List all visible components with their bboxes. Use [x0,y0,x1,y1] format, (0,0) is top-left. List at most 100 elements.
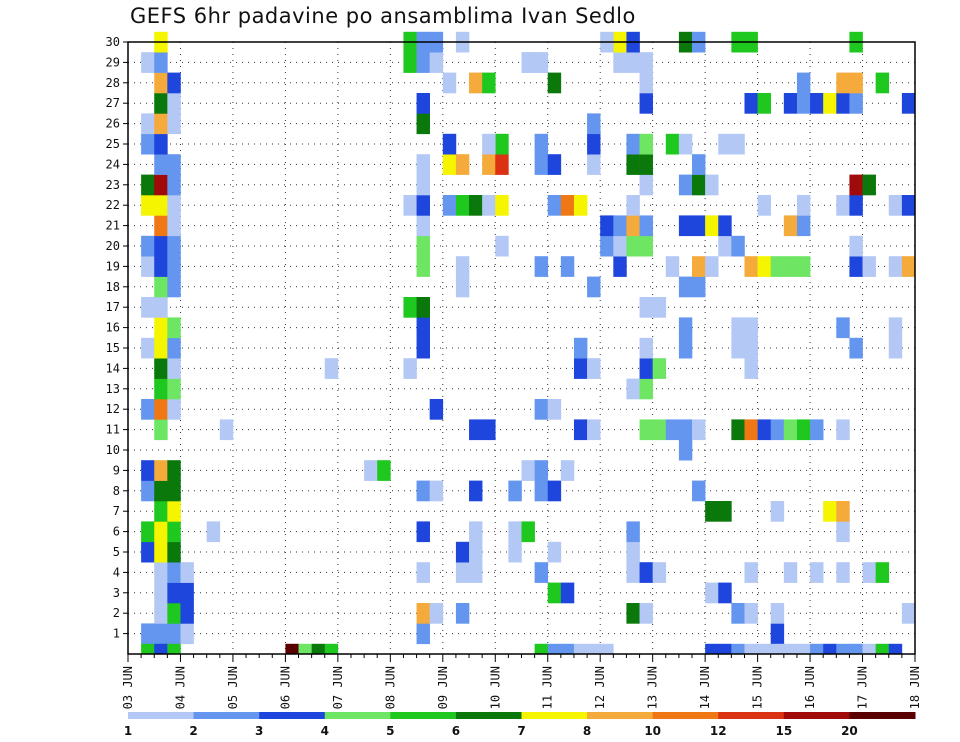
x-tick-label: 03 JUN [121,666,135,709]
heatmap-cell [888,643,903,654]
heatmap-cell [652,419,667,441]
heatmap-cell [154,521,168,543]
colorbar-label: 15 [775,724,792,738]
colorbar-label: 5 [386,724,394,738]
heatmap-cell [167,480,181,502]
y-tick-label: 29 [106,55,120,69]
heatmap-cell [167,541,181,563]
heatmap-cell [521,460,535,481]
heatmap-cell [652,297,667,318]
heatmap-cell [731,603,745,624]
heatmap-cell [167,276,181,298]
heatmap-cell [469,72,483,94]
heatmap-cell [744,256,758,277]
heatmap-cell [508,521,522,543]
heatmap-cell [849,72,863,94]
y-tick-label: 24 [106,157,120,171]
heatmap-cell [416,297,430,318]
heatmap-cell [442,72,457,94]
y-tick-label: 14 [106,361,120,375]
y-tick-label: 28 [106,76,120,90]
heatmap-cell [469,562,483,583]
heatmap-cell [626,154,640,175]
x-tick-label: 06 JUN [278,666,292,709]
heatmap-cell [705,643,719,654]
heatmap-cell [639,133,653,155]
heatmap-cell [770,623,785,645]
heatmap-cell [547,195,562,216]
heatmap-cell [744,337,758,359]
heatmap-cell [692,174,706,196]
y-tick-label: 8 [113,484,120,498]
colorbar-swatch [455,712,522,719]
heatmap-cell [823,501,837,522]
heatmap-cell [469,195,483,216]
heatmap-cell [639,235,653,257]
colorbar-swatch [521,712,588,719]
heatmap-cell [639,154,653,175]
colorbar-swatch [718,712,785,719]
heatmap-cell [154,643,168,654]
heatmap-cell [154,317,168,339]
heatmap-cell [455,562,470,583]
heatmap-cell [836,195,850,216]
heatmap-cell [154,235,168,257]
heatmap-cell [836,317,850,339]
heatmap-cell [796,419,811,441]
heatmap-cell [416,235,430,257]
x-tick-label: 18 JUN [908,666,922,709]
heatmap-cell [862,643,876,654]
heatmap-cell [141,521,155,543]
y-tick-label: 9 [113,463,120,477]
heatmap-cell [429,399,444,420]
heatmap-cell [705,256,719,277]
heatmap-cell [744,93,758,114]
x-tick-label: 13 JUN [646,666,660,709]
heatmap-cell [626,603,640,624]
heatmap-cell [823,643,837,654]
x-axis: 03 JUN 04 JUN 05 JUN 06 JUN 07 JUN 08 JUN 09 J… [121,654,922,709]
heatmap-cell [587,643,601,654]
heatmap-cell [901,93,916,114]
heatmap-cell [167,378,181,400]
heatmap-cell [888,256,903,277]
heatmap-cell [757,93,772,114]
heatmap-cell [718,501,732,522]
heatmap-cell [167,317,181,339]
heatmap-cell [167,603,181,624]
heatmap-cell [167,256,181,277]
heatmap-cell [665,419,680,441]
heatmap-cell [154,113,168,135]
heatmap-cell [285,643,299,654]
heatmap-cell [888,337,903,359]
y-tick-label: 21 [106,219,120,233]
heatmap-cell [141,643,155,654]
heatmap-cell [705,501,719,522]
y-tick-label: 4 [113,565,120,579]
heatmap-cell [731,337,745,359]
heatmap-cell [783,215,798,237]
heatmap-cell [167,174,181,196]
heatmap-cell [154,276,168,298]
heatmap-cell [639,72,653,94]
heatmap-cell [639,52,653,73]
heatmap-cell [482,419,496,441]
heatmap-cell [403,358,417,379]
colorbar-label: 3 [255,724,263,738]
heatmap-cell [810,562,824,583]
heatmap-cell [573,419,588,441]
heatmap-cell [416,215,430,237]
colorbar-label: 6 [452,724,460,738]
colorbar-label: 10 [644,724,661,738]
heatmap-cell [534,480,549,502]
x-tick-label: 17 JUN [856,666,870,709]
x-tick-label: 05 JUN [226,666,240,709]
heatmap-cell [849,174,863,196]
heatmap-cell [888,195,903,216]
heatmap-cell [836,419,850,441]
heatmap-cell [416,623,430,645]
heatmap-cell [167,582,181,604]
heatmap-cell [639,297,653,318]
